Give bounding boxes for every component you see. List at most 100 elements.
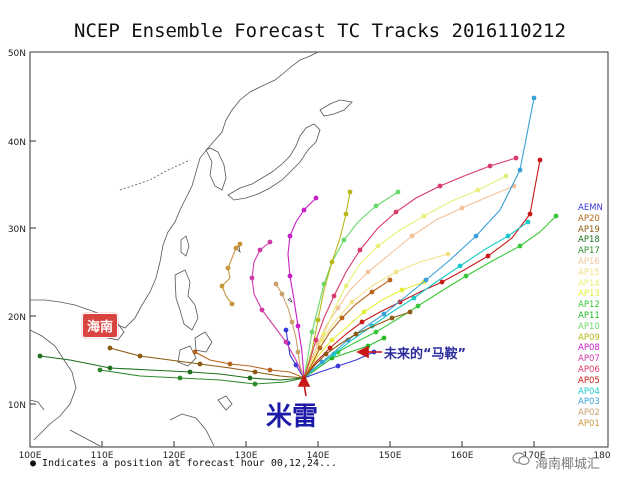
- forecast-position-dot: [445, 251, 451, 257]
- wechat-icon: [512, 452, 530, 466]
- forecast-position-dot: [473, 233, 479, 239]
- lon-label: 120E: [163, 451, 186, 461]
- forecast-position-dot: [373, 203, 379, 209]
- forecast-position-dot: [387, 277, 393, 283]
- watermark: 海南椰城汇: [535, 457, 601, 472]
- forecast-position-dot: [229, 301, 235, 307]
- forecast-position-dot: [343, 211, 349, 217]
- forecast-position-dot: [423, 277, 429, 283]
- meari-label: 米雷: [266, 402, 319, 432]
- forecast-position-dot: [381, 311, 387, 317]
- forecast-position-dot: [267, 367, 273, 373]
- lon-label: 140E: [307, 451, 330, 461]
- annotation-arrows: [297, 345, 382, 397]
- forecast-position-dot: [463, 273, 469, 279]
- forecast-position-dot: [437, 183, 443, 189]
- forecast-position-dot: [227, 361, 233, 367]
- forecast-position-dot: [343, 283, 349, 289]
- forecast-position-dot: [287, 233, 293, 239]
- chart-title: NCEP Ensemble Forecast TC Tracks 2016110…: [74, 20, 566, 42]
- legend-item: AP06: [578, 364, 600, 375]
- forecast-position-dot: [295, 323, 301, 329]
- legend-item: AP15: [578, 267, 600, 278]
- legend-item: AP17: [578, 246, 600, 257]
- forecast-position-dot: [389, 315, 395, 321]
- forecast-position-dot: [331, 293, 337, 299]
- lon-label: 160E: [451, 451, 474, 461]
- track-line: [303, 175, 507, 379]
- forecast-position-dot: [411, 295, 417, 301]
- forecast-position-dot: [369, 289, 375, 295]
- forecast-position-dot: [225, 265, 231, 271]
- forecast-position-dot: [439, 279, 445, 285]
- forecast-position-dot: [237, 241, 243, 247]
- forecast-position-dot: [381, 335, 387, 341]
- forecast-position-dot: [273, 281, 279, 287]
- forecast-position-dot: [327, 345, 333, 351]
- forecast-position-dot: [233, 245, 239, 251]
- forecast-position-dot: [415, 303, 421, 309]
- forecast-position-dot: [365, 269, 371, 275]
- forecast-position-dot: [247, 375, 253, 381]
- forecast-position-dot: [487, 163, 493, 169]
- forecast-position-dot: [409, 233, 415, 239]
- forecast-position-dot: [37, 353, 43, 359]
- track-line: [303, 221, 529, 379]
- track-line: [303, 281, 425, 379]
- forecast-position-dot: [313, 195, 319, 201]
- forecast-position-dot: [339, 315, 345, 321]
- forecast-position-dot: [267, 239, 273, 245]
- legend-item: AP08: [578, 343, 600, 354]
- lat-label: 20N: [8, 313, 26, 323]
- forecast-position-dot: [361, 309, 367, 315]
- lat-label: 10N: [8, 401, 26, 411]
- forecast-position-dot: [553, 213, 559, 219]
- legend-item: AP13: [578, 289, 600, 300]
- legend-item: AP03: [578, 397, 600, 408]
- forecast-position-dot: [329, 337, 335, 343]
- forecast-position-dot: [513, 155, 519, 161]
- forecast-position-dot: [399, 287, 405, 293]
- forecast-position-dot: [531, 95, 537, 101]
- forecast-position-dot: [505, 233, 511, 239]
- forecast-position-dot: [393, 209, 399, 215]
- legend-item: AP11: [578, 310, 600, 321]
- forecast-position-dot: [252, 369, 258, 375]
- lat-label: 40N: [8, 138, 26, 148]
- track-line: [303, 279, 391, 379]
- forecast-position-dot: [197, 361, 203, 367]
- forecast-position-dot: [517, 243, 523, 249]
- future-saddle-label: 未来的“马鞍”: [384, 347, 467, 362]
- legend-item: AP05: [578, 375, 600, 386]
- axis-ticks: [29, 51, 609, 447]
- forecast-position-dot: [373, 329, 379, 335]
- track-line: [303, 191, 351, 379]
- forecast-position-dot: [475, 187, 481, 193]
- forecast-position-dot: [219, 283, 225, 289]
- forecast-position-dot: [527, 211, 533, 217]
- forecast-position-dot: [329, 259, 335, 265]
- forecast-position-dot: [187, 369, 193, 375]
- track-line: [194, 351, 305, 379]
- forecast-position-dot: [407, 309, 413, 315]
- forecast-position-dot: [335, 349, 341, 355]
- track-line: [303, 157, 517, 379]
- forecast-position-dot: [349, 299, 355, 305]
- forecast-position-dot: [359, 319, 365, 325]
- forecast-position-dot: [315, 317, 321, 323]
- forecast-position-dot: [289, 319, 295, 325]
- track-line: [251, 241, 305, 379]
- ensemble-tracks: [37, 95, 559, 387]
- forecast-position-dot: [97, 367, 103, 373]
- forecast-position-dot: [301, 207, 307, 213]
- forecast-position-dot: [357, 247, 363, 253]
- forecast-position-dot: [347, 189, 353, 195]
- legend-item: AP14: [578, 278, 600, 289]
- forecast-position-dot: [313, 337, 319, 343]
- lon-label: 170E: [523, 451, 546, 461]
- legend: AEMN AP20 AP19 AP18 AP17 AP16 AP15 AP14 AP13 AP12…: [578, 203, 618, 430]
- forecast-position-dot: [283, 339, 289, 345]
- track-line: [303, 191, 399, 379]
- forecast-position-dot: [537, 157, 543, 163]
- footnote: ● Indicates a position at forecast hour …: [30, 458, 338, 469]
